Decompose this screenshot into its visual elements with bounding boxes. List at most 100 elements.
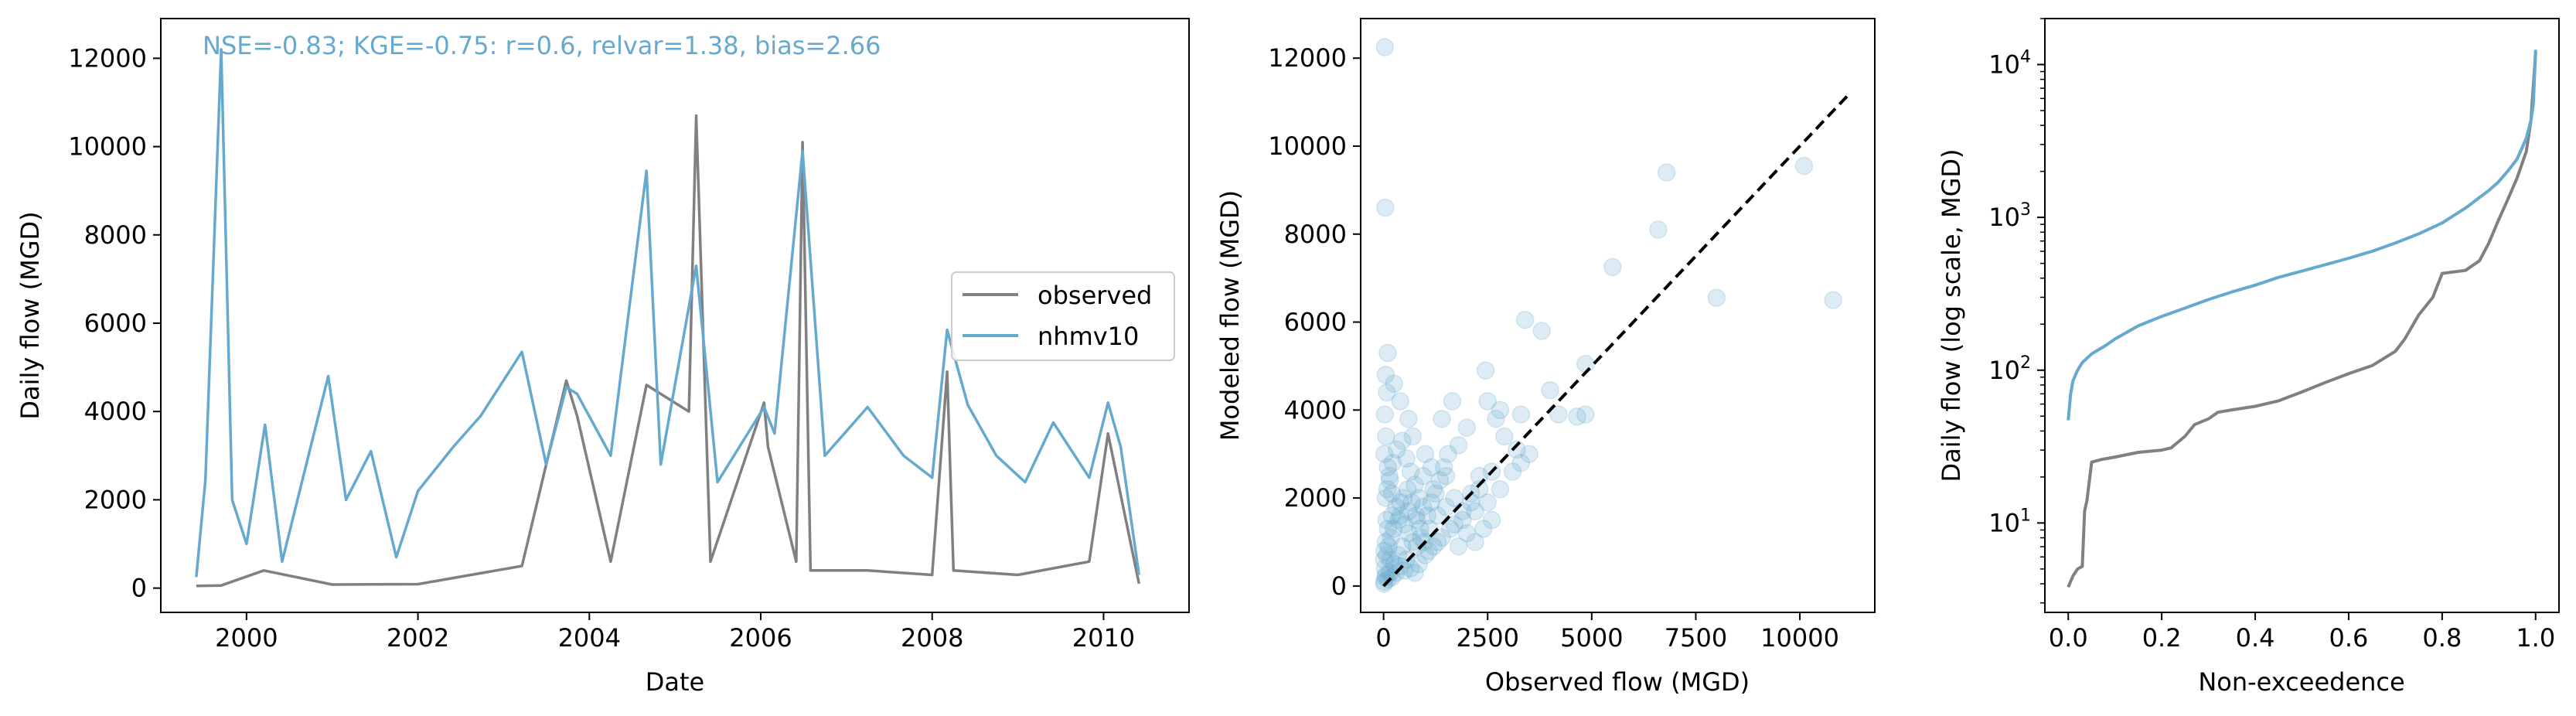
scatter-point xyxy=(1378,520,1397,538)
scatter-point xyxy=(1491,479,1510,499)
series-line-nhmv10 xyxy=(195,48,1141,578)
scatter-point xyxy=(1416,445,1435,463)
scatter-point xyxy=(1439,445,1457,463)
x-tick-label: 2002 xyxy=(387,623,449,653)
timeseries-legend: observed nhmv10 xyxy=(951,271,1175,361)
timeseries-panel: 2000 2002 2004 2006 2008 2010 0 2000 4000 6000 800… xyxy=(15,18,1190,697)
scatter-point xyxy=(1382,528,1401,547)
x-tick-label: 1.0 xyxy=(2516,623,2555,653)
y-tick-exponent: 3 xyxy=(2020,200,2031,220)
y-tick-label: 4000 xyxy=(84,397,147,426)
scatter-point xyxy=(1403,427,1423,446)
y-tick-base: 10 xyxy=(1988,508,2020,537)
scatter-point xyxy=(1520,445,1538,463)
y-tick-label: 104 xyxy=(1988,47,2031,79)
scatter-point xyxy=(1375,405,1394,424)
y-tick-base: 10 xyxy=(1988,356,2020,385)
y-tick-exponent: 2 xyxy=(2020,353,2031,373)
scatter-point xyxy=(1433,409,1451,428)
scatter-point xyxy=(1436,466,1456,486)
y-tick-base: 10 xyxy=(1988,49,2020,79)
scatter-point xyxy=(1378,383,1396,402)
scatter-point xyxy=(1375,445,1394,463)
scatter-point xyxy=(1495,427,1514,446)
scatter-point xyxy=(1487,409,1505,428)
y-tick-label: 10000 xyxy=(68,132,147,162)
scatter-point xyxy=(1375,541,1394,561)
scatter-point xyxy=(1422,493,1441,512)
x-tick-label: 2006 xyxy=(729,623,792,653)
y-tick-label: 103 xyxy=(1988,200,2031,232)
scatter-ylabel: Modeled flow (MGD) xyxy=(1215,190,1245,441)
scatter-point xyxy=(1466,502,1484,520)
scatter-point xyxy=(1375,38,1394,56)
fdc-ylabel: Daily flow (log scale, MGD) xyxy=(1937,149,1966,482)
y-tick-label: 102 xyxy=(1988,353,2031,385)
scatter-point xyxy=(1378,458,1397,477)
scatter-point xyxy=(1378,479,1397,499)
scatter-point xyxy=(1384,520,1403,538)
scatter-point xyxy=(1406,564,1424,582)
scatter-point xyxy=(1476,361,1495,380)
scatter-point xyxy=(1436,497,1456,517)
scatter-point xyxy=(1441,520,1460,538)
scatter-point xyxy=(1402,493,1421,512)
x-tick-label: 2000 xyxy=(215,623,278,653)
scatter-point xyxy=(1511,405,1531,424)
scatter-point xyxy=(1399,523,1418,543)
scatter-point xyxy=(1380,471,1399,490)
scatter-point xyxy=(1406,476,1424,494)
scatter-point xyxy=(1470,479,1489,499)
scatter-point xyxy=(1453,510,1472,530)
scatter-panel: 0 2500 5000 7500 10000 0 2000 4000 6000 8000 10000… xyxy=(1215,18,1876,697)
scatter-point xyxy=(1376,533,1395,551)
scatter-point xyxy=(1430,471,1450,490)
scatter-point xyxy=(1391,506,1409,525)
legend-label-observed: observed xyxy=(1038,281,1152,310)
scatter-point xyxy=(1399,479,1417,499)
y-tick-label: 6000 xyxy=(84,309,147,338)
y-tick-label: 10000 xyxy=(1268,131,1347,161)
identity-line xyxy=(1382,92,1852,588)
x-tick-label: 2500 xyxy=(1457,623,1519,653)
x-tick-label: 2004 xyxy=(558,623,621,653)
y-tick-label: 6000 xyxy=(1284,308,1347,337)
x-tick-label: 7500 xyxy=(1665,623,1727,653)
scatter-point xyxy=(1378,546,1396,564)
y-tick-exponent: 1 xyxy=(2020,506,2031,525)
scatter-point xyxy=(1443,392,1462,411)
scatter-point xyxy=(1419,541,1438,561)
scatter-point xyxy=(1649,220,1668,239)
scatter-point xyxy=(1381,550,1399,569)
scatter-point xyxy=(1379,537,1398,556)
scatter-point xyxy=(1568,407,1586,426)
scatter-point xyxy=(1658,163,1676,182)
x-tick-label: 0 xyxy=(1375,623,1391,653)
scatter-point xyxy=(1576,354,1595,373)
scatter-point xyxy=(1707,288,1726,307)
scatter-point xyxy=(1794,156,1814,176)
x-tick-label: 5000 xyxy=(1560,623,1623,653)
scatter-point xyxy=(1377,427,1395,446)
y-tick-base: 10 xyxy=(1988,203,2020,232)
y-tick-label: 2000 xyxy=(84,485,147,514)
scatter-point xyxy=(1457,523,1477,543)
fdc-frame xyxy=(2044,18,2560,613)
scatter-point xyxy=(1414,497,1433,517)
scatter-point xyxy=(1385,374,1403,393)
scatter-point xyxy=(1824,291,1842,309)
scatter-point xyxy=(1399,409,1418,428)
scatter-xlabel: Observed flow (MGD) xyxy=(1485,667,1750,697)
scatter-point xyxy=(1474,520,1493,538)
x-tick-label: 10000 xyxy=(1760,623,1839,653)
y-tick-label: 8000 xyxy=(84,220,147,250)
scatter-point xyxy=(1449,436,1468,455)
scatter-point xyxy=(1549,405,1568,424)
y-tick-exponent: 4 xyxy=(2020,47,2031,66)
scatter-point xyxy=(1422,458,1441,477)
scatter-point xyxy=(1428,506,1447,525)
scatter-point xyxy=(1428,533,1447,551)
scatter-point xyxy=(1411,520,1429,538)
